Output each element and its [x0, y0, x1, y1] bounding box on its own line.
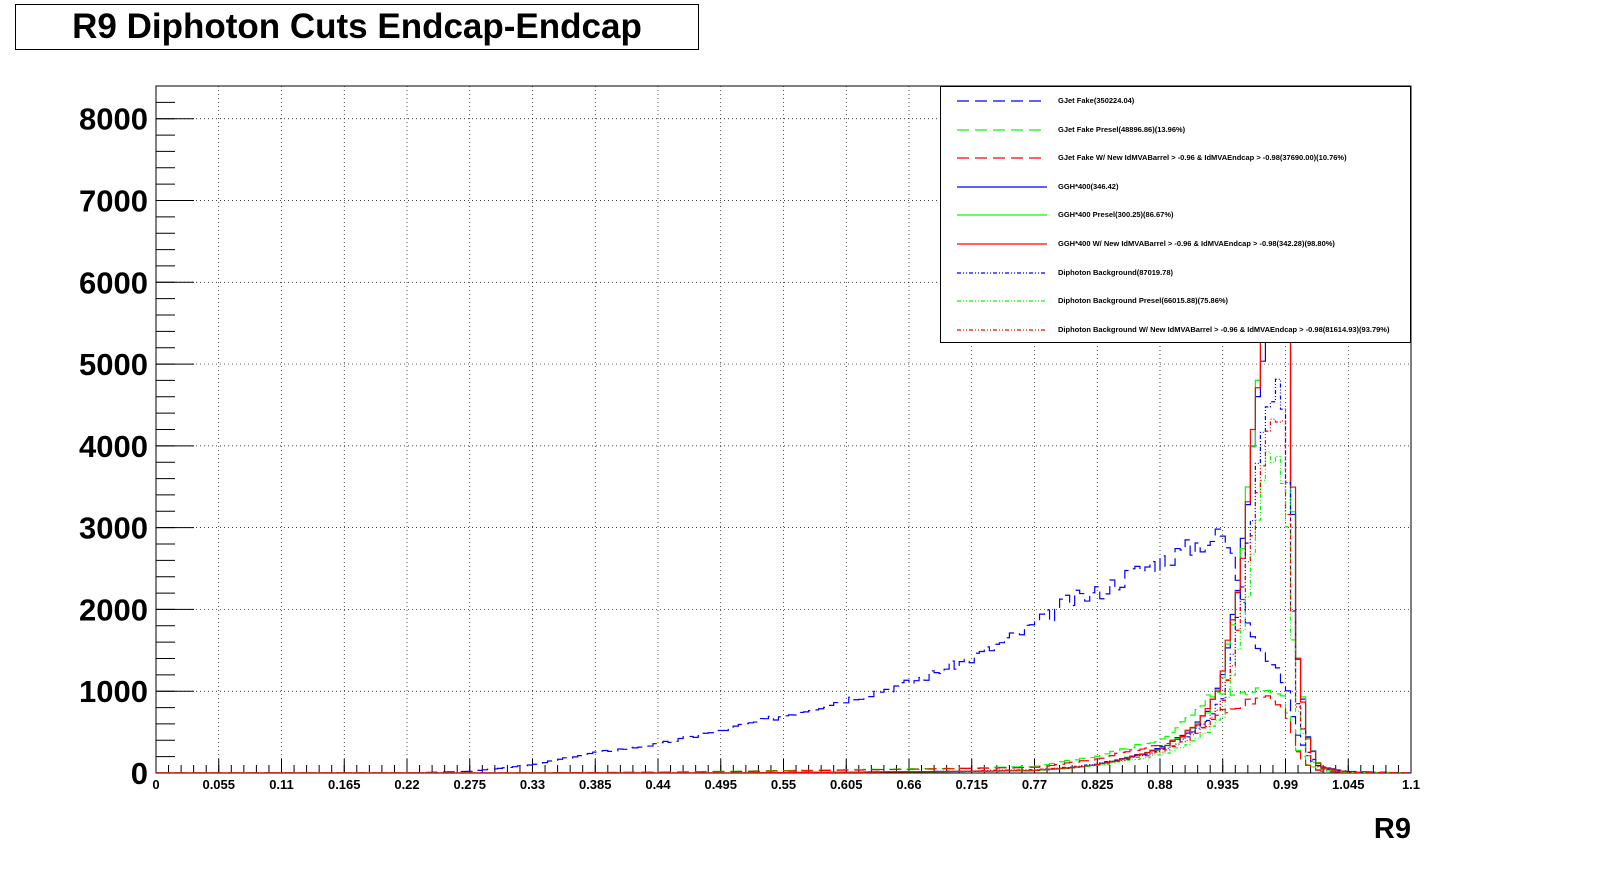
- legend-entry: GGH*400(346.42): [941, 179, 1410, 199]
- x-tick-label: 0.715: [955, 777, 988, 792]
- legend-label: Diphoton Background Presel(66015.88)(75.…: [1058, 296, 1229, 306]
- y-tick-label: 2000: [79, 592, 148, 627]
- legend-swatch: [957, 271, 1047, 274]
- legend-entry: Diphoton Background Presel(66015.88)(75.…: [941, 293, 1410, 313]
- legend-swatch: [957, 329, 1047, 331]
- x-tick-label: 0.55: [771, 777, 796, 792]
- y-tick-label: 0: [131, 756, 148, 791]
- legend-entry: GJet Fake(350224.04): [941, 93, 1410, 113]
- legend-label: GGH*400 Presel(300.25)(86.67%): [1058, 210, 1174, 220]
- x-tick-label: 0.385: [579, 777, 612, 792]
- legend-entry: Diphoton Background W/ New IdMVABarrel >…: [941, 322, 1410, 342]
- x-axis-label: R9: [1374, 813, 1411, 845]
- x-tick-label: 0.22: [394, 777, 419, 792]
- y-tick-label: 7000: [79, 184, 148, 219]
- legend-swatch: [957, 100, 1047, 102]
- x-tick-label: 0.165: [328, 777, 361, 792]
- legend-swatch: [957, 157, 1047, 159]
- series-line: [156, 695, 1411, 773]
- y-tick-label: 4000: [79, 429, 148, 464]
- x-tick-label: 0.605: [830, 777, 863, 792]
- x-tick-label: 0.99: [1273, 777, 1298, 792]
- legend-label: GGH*400 W/ New IdMVABarrel > -0.96 & IdM…: [1058, 239, 1335, 248]
- x-tick-label: 1.045: [1332, 777, 1365, 792]
- legend-entry: GJet Fake W/ New IdMVABarrel > -0.96 & I…: [941, 150, 1410, 170]
- y-tick-label: 1000: [79, 674, 148, 709]
- x-tick-label: 0.935: [1206, 777, 1239, 792]
- legend-label: GJet Fake W/ New IdMVABarrel > -0.96 & I…: [1058, 153, 1347, 163]
- legend-label: Diphoton Background(87019.78): [1058, 267, 1174, 277]
- legend: GJet Fake(350224.04) GJet Fake Presel(488…: [940, 86, 1411, 343]
- x-tick-label: 0.44: [645, 777, 671, 792]
- x-tick-label: 0.275: [453, 777, 486, 792]
- legend-entry: Diphoton Background(87019.78): [941, 265, 1410, 285]
- legend-label: GJet Fake Presel(48896.86)(13.96%): [1058, 124, 1186, 134]
- series-line: [156, 86, 1411, 773]
- legend-swatch: [957, 186, 1047, 188]
- chart-title-box: R9 Diphoton Cuts Endcap-Endcap: [15, 4, 699, 50]
- x-tick-label: 0.88: [1147, 777, 1172, 792]
- x-tick-label: 0.055: [202, 777, 235, 792]
- x-tick-label: 0.11: [269, 777, 294, 792]
- legend-swatch: [957, 243, 1047, 245]
- legend-swatch: [957, 300, 1047, 302]
- x-tick-label: 0.33: [520, 777, 545, 792]
- y-tick-label: 3000: [79, 511, 148, 546]
- legend-label: Diphoton Background W/ New IdMVABarrel >…: [1058, 324, 1390, 334]
- chart-title: R9 Diphoton Cuts Endcap-Endcap: [72, 7, 642, 46]
- legend-swatch: [957, 128, 1047, 131]
- x-tick-label: 0.825: [1081, 777, 1114, 792]
- legend-entry: GGH*400 Presel(300.25)(86.67%): [941, 207, 1410, 227]
- legend-entry: GGH*400 W/ New IdMVABarrel > -0.96 & IdM…: [941, 236, 1410, 256]
- y-tick-label: 6000: [79, 265, 148, 300]
- series-line: [156, 528, 1411, 773]
- series-line: [156, 418, 1411, 773]
- x-tick-label: 0.77: [1022, 777, 1047, 792]
- y-tick-label: 8000: [79, 102, 148, 137]
- x-tick-label: 1.1: [1402, 777, 1420, 792]
- legend-label: GGH*400(346.42): [1058, 181, 1119, 191]
- legend-entry: GJet Fake Presel(48896.86)(13.96%): [941, 122, 1410, 142]
- x-tick-label: 0.495: [704, 777, 737, 792]
- legend-label: GJet Fake(350224.04): [1058, 96, 1135, 105]
- x-tick-label: 0.66: [896, 777, 921, 792]
- x-tick-label: 0: [152, 777, 159, 792]
- y-tick-label: 5000: [79, 347, 148, 382]
- legend-swatch: [957, 214, 1047, 216]
